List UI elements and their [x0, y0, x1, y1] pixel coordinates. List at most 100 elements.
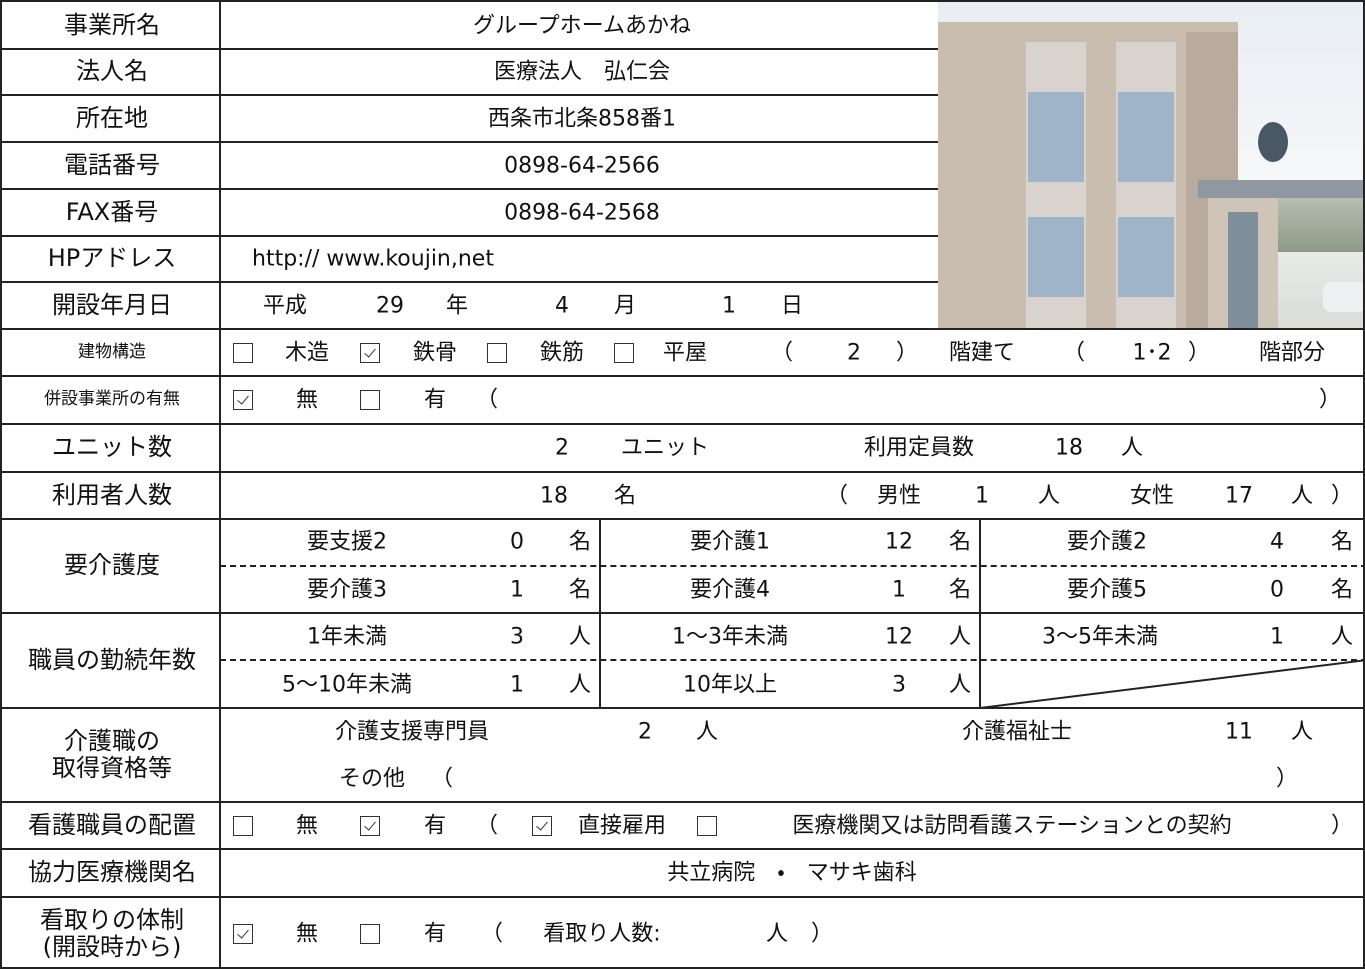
cell-text: 要介護2 — [1067, 529, 1147, 555]
checkbox — [697, 815, 717, 836]
row-label: 看護職員の配置 — [28, 810, 196, 839]
checkbox — [614, 342, 634, 363]
row-line — [2, 94, 938, 96]
row-label: FAX番号 — [65, 197, 159, 226]
building-photo — [938, 2, 1363, 329]
cell-text: 日 — [780, 292, 804, 318]
cell-text: 名 — [1330, 529, 1354, 555]
cell-text: 1･2 — [1132, 339, 1172, 365]
cell-text: 人 — [765, 921, 789, 947]
cell-text: 1～3年未満 — [672, 624, 788, 650]
row-line — [2, 281, 938, 283]
cell-text: 要介護3 — [307, 577, 387, 603]
cell-text: 人 — [568, 624, 592, 650]
checkbox — [233, 815, 253, 836]
row-line — [2, 235, 938, 237]
row-line — [2, 801, 1363, 803]
cell-text: 18 — [540, 482, 568, 508]
row-line — [2, 471, 1363, 473]
row-line — [2, 48, 938, 50]
row-label: 併設事業所の有無 — [44, 389, 180, 410]
cell-text: （ — [480, 921, 504, 947]
cell-text: （ — [475, 812, 499, 838]
row-label: 職員の勤続年数 — [28, 645, 196, 674]
cell-text: 名 — [613, 482, 637, 508]
cell-text: 1 — [892, 577, 906, 603]
row-line — [2, 848, 1363, 850]
row-label: 開設年月日 — [52, 290, 172, 319]
cell-text: 鉄筋 — [539, 339, 585, 365]
cell-text: 人 — [948, 624, 972, 650]
row-label: ユニット数 — [52, 433, 172, 462]
cell-text: （ — [825, 482, 849, 508]
cell-line — [599, 519, 601, 708]
cell-text: （ — [770, 339, 794, 365]
cell-text: 10年以上 — [683, 672, 777, 698]
cell-text: 2 — [638, 719, 652, 745]
checkbox — [360, 342, 380, 363]
row-label: 建物構造 — [78, 341, 146, 362]
cell-text: http:// www.koujin,net — [252, 246, 494, 272]
cell-text: 2 — [847, 339, 861, 365]
row-label: 所在地 — [76, 103, 148, 132]
row-line — [2, 375, 1363, 377]
row-label: HPアドレス — [47, 244, 177, 273]
cell-text: ） — [810, 921, 834, 947]
cell-text: ） — [1275, 766, 1299, 792]
checkbox — [233, 390, 253, 410]
cell-text: 女性 — [1129, 482, 1175, 508]
row-line — [2, 423, 1363, 425]
checkbox — [360, 390, 380, 410]
checkbox — [233, 924, 253, 944]
col-line — [219, 2, 221, 967]
cell-text: 1 — [722, 292, 736, 318]
cell-text: 要介護5 — [1067, 577, 1147, 603]
row-line — [2, 612, 1363, 614]
cell-text: 5～10年未満 — [282, 672, 412, 698]
cell-text: 共立病院 ・ マサキ歯科 — [667, 860, 917, 886]
cell-text: 人 — [1290, 482, 1314, 508]
checkbox — [532, 815, 552, 836]
cell-text: （ — [1062, 339, 1086, 365]
cell-text: 医療機関又は訪問看護ステーションとの契約 — [792, 812, 1232, 838]
cell-text: 4 — [1270, 529, 1284, 555]
cell-text: 人 — [1037, 482, 1061, 508]
cell-text: 人 — [948, 672, 972, 698]
cell-text: 無 — [295, 387, 319, 413]
cell-text: 階建て — [948, 339, 1016, 365]
cell-text: 月 — [613, 292, 637, 318]
sub-row-line — [220, 659, 1363, 661]
cell-text: 木造 — [284, 339, 330, 365]
cell-text: 人 — [1330, 624, 1354, 650]
row-label: 事業所名 — [64, 10, 160, 39]
cell-text: 1 — [975, 482, 989, 508]
cell-text: 0898-64-2568 — [504, 199, 660, 225]
cell-text: 3 — [510, 624, 524, 650]
cell-text: 無 — [295, 812, 319, 838]
row-label: 協力医療機関名 — [28, 858, 196, 887]
cell-text: ） — [1330, 812, 1354, 838]
cell-text: ） — [1330, 482, 1354, 508]
cell-text: ユニット — [620, 435, 710, 461]
cell-text: 介護支援専門員 — [334, 719, 490, 745]
row-line — [2, 141, 938, 143]
empty-cell-slash — [980, 660, 1363, 708]
row-label: 要介護度 — [64, 551, 160, 580]
cell-text: 有 — [423, 812, 447, 838]
cell-text: ） — [1187, 339, 1211, 365]
cell-text: 11 — [1225, 719, 1253, 745]
row-line — [2, 518, 1363, 520]
cell-text: 1 — [1270, 624, 1284, 650]
cell-text: 3 — [892, 672, 906, 698]
cell-text: 2 — [555, 435, 569, 461]
cell-text: 名 — [948, 577, 972, 603]
cell-text: 12 — [885, 624, 913, 650]
cell-text: 平屋 — [662, 339, 708, 365]
cell-text: 人 — [1290, 719, 1314, 745]
cell-text: 1 — [510, 577, 524, 603]
cell-line — [979, 519, 981, 708]
row-line — [2, 188, 938, 190]
cell-text: 0898-64-2566 — [504, 152, 660, 178]
cell-text: 要支援2 — [307, 529, 387, 555]
